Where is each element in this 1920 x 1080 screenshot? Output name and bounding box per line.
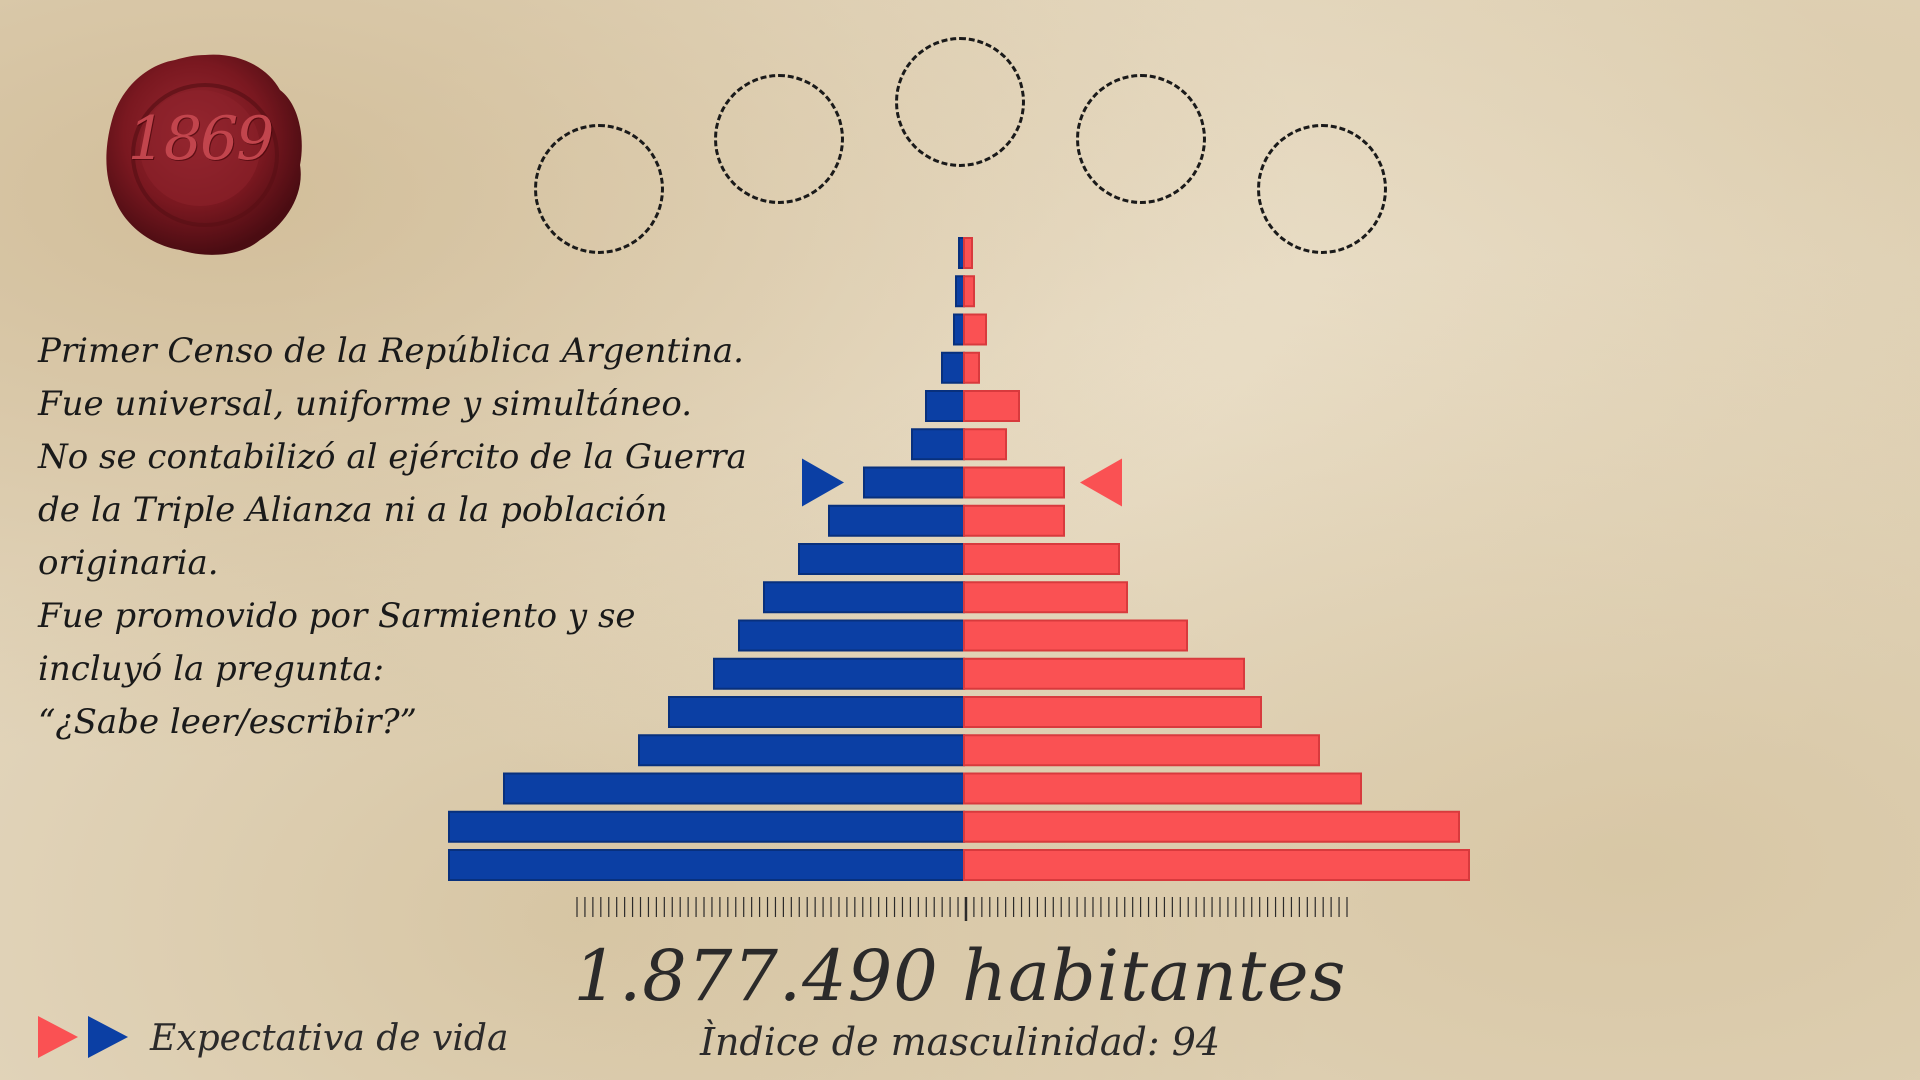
female-bar (963, 849, 1470, 881)
description-line: Primer Censo de la República Argentina. (38, 331, 744, 371)
life-expectancy-link[interactable]: Expectativa de vida (150, 1018, 509, 1059)
male-bar (828, 504, 965, 537)
female-bar (963, 657, 1245, 690)
female-marker-arrow (1080, 458, 1122, 507)
male-bar (448, 849, 965, 881)
dashed-circle-icon (895, 37, 1025, 167)
description-line: de la Triple Alianza ni a la población (38, 490, 668, 530)
male-bar (955, 275, 965, 308)
census-description: Primer Censo de la República Argentina. … (38, 325, 747, 749)
description-line: Fue promovido por Sarmiento y se (38, 596, 636, 636)
female-bar (963, 543, 1120, 575)
wax-seal-icon (106, 54, 302, 255)
dashed-circle-icon (714, 74, 844, 204)
description-line: incluyó la pregunta: (38, 649, 385, 689)
male-bar (941, 351, 965, 384)
female-bar (963, 619, 1188, 652)
female-bar (963, 581, 1128, 614)
female-bar (963, 313, 987, 346)
description-line: “¿Sabe leer/escribir?” (38, 702, 417, 742)
male-bar (953, 313, 965, 346)
female-bar (963, 696, 1262, 728)
female-bar (963, 734, 1320, 767)
description-line: No se contabilizó al ejército de la Guer… (38, 437, 747, 477)
male-bar (713, 657, 965, 690)
male-bar (448, 810, 965, 843)
play-arrows-icon[interactable] (36, 1012, 136, 1062)
female-bar (963, 351, 980, 384)
masculinity-index: Ìndice de masculinidad: 94 (699, 1020, 1221, 1064)
male-marker-arrow (802, 458, 844, 507)
seal-year: 1869 (127, 104, 275, 174)
male-bar (798, 543, 965, 575)
male-bar (738, 619, 965, 652)
female-bar (963, 504, 1065, 537)
total-population: 1.877.490 habitantes (573, 935, 1347, 1017)
male-bar (925, 390, 965, 422)
dashed-circle-icon (1076, 74, 1206, 204)
female-bar (963, 390, 1020, 422)
dashed-circle-icon (1257, 124, 1387, 254)
female-bar (963, 772, 1362, 805)
female-bar (963, 810, 1460, 843)
male-bar (763, 581, 965, 614)
female-bar (963, 428, 1007, 461)
male-bar (638, 734, 965, 767)
description-line: Fue universal, uniforme y simultáneo. (38, 384, 693, 424)
male-bar (503, 772, 965, 805)
female-bar (963, 466, 1065, 499)
male-bar (911, 428, 965, 461)
dashed-circle-icon (534, 124, 664, 254)
male-bar (863, 466, 965, 499)
female-bar (963, 275, 975, 308)
male-bar (668, 696, 965, 728)
female-bar (963, 237, 973, 269)
description-line: originaria. (38, 543, 219, 583)
